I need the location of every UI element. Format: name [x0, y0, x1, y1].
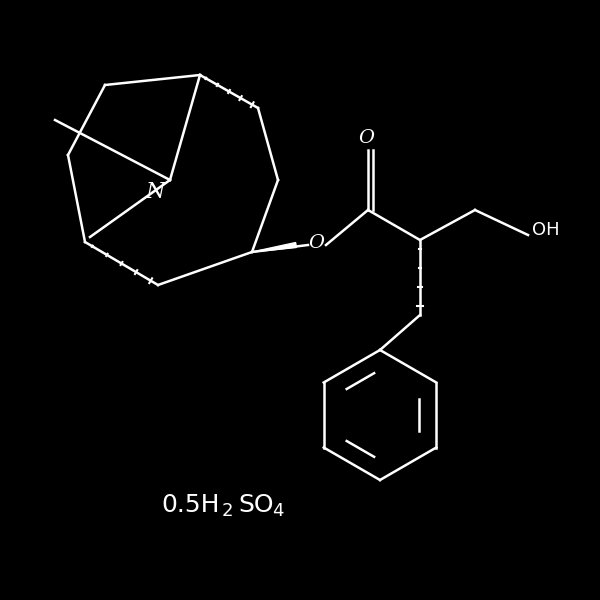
- Text: OH: OH: [532, 221, 560, 239]
- Text: SO: SO: [238, 493, 274, 517]
- Text: 4: 4: [272, 502, 284, 520]
- Text: O: O: [358, 129, 374, 147]
- Text: 0.5H: 0.5H: [161, 493, 220, 517]
- Text: O: O: [308, 234, 324, 252]
- Text: 2: 2: [222, 502, 233, 520]
- Polygon shape: [252, 242, 296, 252]
- Text: N: N: [145, 181, 165, 203]
